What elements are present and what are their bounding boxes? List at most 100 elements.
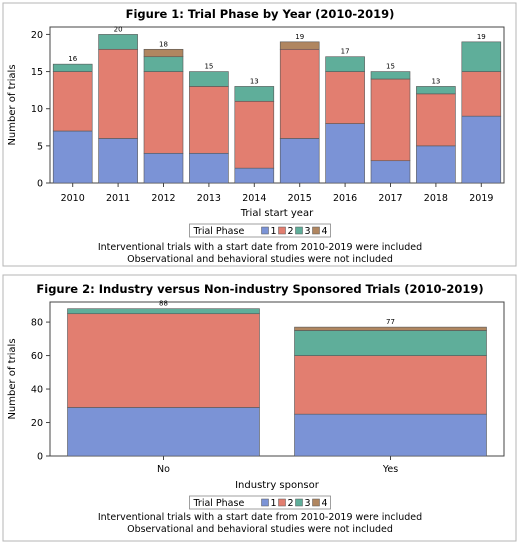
bar-segment-phase-2 <box>370 78 411 162</box>
bar-segment-phase-3 <box>52 63 93 72</box>
legend-swatch-phase-2 <box>278 226 286 235</box>
bar-segment-phase-3 <box>67 308 260 315</box>
legend-label-phase-3: 3 <box>305 226 311 237</box>
bar-segment-phase-1 <box>279 138 320 184</box>
legend-label-phase-1: 1 <box>271 498 277 509</box>
bar-segment-phase-3 <box>234 86 275 102</box>
footnote: Interventional trials with a start date … <box>98 242 422 253</box>
legend-label-phase-1: 1 <box>271 226 277 237</box>
x-tick-label: 2018 <box>424 193 448 204</box>
legend-label-phase-3: 3 <box>305 498 311 509</box>
y-tick-label: 20 <box>31 30 43 41</box>
y-tick-label: 40 <box>31 385 43 396</box>
legend-swatch-phase-4 <box>312 498 320 507</box>
bar-total-label: 15 <box>204 63 213 71</box>
x-tick-label: Yes <box>382 464 398 475</box>
x-axis-label: Trial start year <box>240 208 314 219</box>
legend-swatch-phase-3 <box>295 226 303 235</box>
legend-swatch-phase-1 <box>261 226 269 235</box>
bar-segment-phase-2 <box>294 355 487 415</box>
bar-total-label: 19 <box>295 33 304 41</box>
bar-segment-phase-1 <box>143 152 184 184</box>
legend-swatch-phase-3 <box>295 498 303 507</box>
bar-segment-phase-3 <box>143 56 184 72</box>
y-tick-label: 0 <box>37 179 43 190</box>
bar-segment-phase-4 <box>294 326 487 331</box>
bar-segment-phase-1 <box>52 130 93 184</box>
y-axis-label: Number of trials <box>7 338 18 419</box>
legend-label-phase-2: 2 <box>288 226 294 237</box>
bar-segment-phase-1 <box>325 123 365 184</box>
bar-segment-phase-2 <box>189 86 229 154</box>
bar-segment-phase-2 <box>234 100 275 169</box>
footnote: Interventional trials with a start date … <box>98 512 422 523</box>
bar-segment-phase-3 <box>98 34 138 50</box>
y-axis-label: Number of trials <box>7 64 18 145</box>
y-tick-label: 15 <box>31 67 43 78</box>
chart-2: Figure 2: Industry versus Non-industry S… <box>2 274 517 542</box>
plot-area-frame <box>49 301 505 457</box>
legend-label-phase-4: 4 <box>322 498 328 509</box>
y-tick-label: 10 <box>31 104 43 115</box>
y-tick-label: 20 <box>31 418 43 429</box>
legend-label-phase-2: 2 <box>288 498 294 509</box>
y-tick-label: 60 <box>31 351 43 362</box>
bar-segment-phase-2 <box>325 71 365 124</box>
bar-segment-phase-3 <box>189 71 229 87</box>
bar-segment-phase-3 <box>370 71 411 80</box>
bar-segment-phase-2 <box>416 93 456 147</box>
plot-area-frame <box>49 26 505 184</box>
footnote: Observational and behavioral studies wer… <box>127 524 393 535</box>
y-tick-label: 5 <box>37 141 43 152</box>
legend: Trial Phase 1 2 3 4 <box>189 223 331 238</box>
chart-title: Figure 1: Trial Phase by Year (2010-2019… <box>126 7 395 21</box>
bar-segment-phase-2 <box>279 48 320 139</box>
bar-segment-phase-1 <box>416 145 456 184</box>
footnote: Observational and behavioral studies wer… <box>127 254 393 265</box>
legend-swatch-phase-1 <box>261 498 269 507</box>
chart-title: Figure 2: Industry versus Non-industry S… <box>36 282 483 296</box>
bar-segment-phase-4 <box>279 41 320 50</box>
x-tick-label: 2019 <box>469 193 493 204</box>
x-tick-label: 2015 <box>288 193 312 204</box>
legend-label-phase-4: 4 <box>322 226 328 237</box>
legend: Trial Phase 1 2 3 4 <box>189 495 331 510</box>
bar-total-label: 13 <box>250 77 259 85</box>
x-axis-label: Industry sponsor <box>235 480 320 491</box>
bar-segment-phase-2 <box>67 313 260 408</box>
x-tick-label: 2013 <box>197 193 221 204</box>
x-tick-label: 2010 <box>61 193 85 204</box>
bar-total-label: 13 <box>431 77 440 85</box>
bar-segment-phase-2 <box>52 71 93 132</box>
bar-total-label: 15 <box>386 63 395 71</box>
y-tick-label: 80 <box>31 318 43 329</box>
x-tick-label: 2017 <box>378 193 402 204</box>
bar-segment-phase-3 <box>294 330 487 356</box>
bar-segment-phase-2 <box>461 71 502 117</box>
bar-total-label: 18 <box>159 40 168 48</box>
x-tick-label: 2016 <box>333 193 357 204</box>
bar-segment-phase-1 <box>189 152 229 184</box>
bar-segment-phase-4 <box>143 48 184 58</box>
bar-total-label: 20 <box>114 25 123 33</box>
bar-total-label: 88 <box>159 300 168 308</box>
bar-segment-phase-3 <box>416 86 456 95</box>
chart-1: Figure 1: Trial Phase by Year (2010-2019… <box>2 2 517 267</box>
x-tick-label: No <box>157 464 170 475</box>
bar-segment-phase-1 <box>234 167 275 184</box>
bar-total-label: 19 <box>477 33 486 41</box>
legend-swatch-phase-4 <box>312 226 320 235</box>
bar-segment-phase-1 <box>461 115 502 184</box>
bar-total-label: 17 <box>341 48 350 56</box>
bar-segment-phase-1 <box>294 413 487 457</box>
bar-segment-phase-1 <box>67 407 260 457</box>
legend-title: Trial Phase <box>193 498 245 509</box>
bar-total-label: 16 <box>68 55 77 63</box>
bar-segment-phase-2 <box>98 48 138 139</box>
legend-title: Trial Phase <box>193 226 245 237</box>
x-tick-label: 2011 <box>106 193 130 204</box>
bar-segment-phase-1 <box>98 138 138 184</box>
bar-segment-phase-2 <box>143 71 184 154</box>
y-tick-label: 0 <box>37 452 43 463</box>
